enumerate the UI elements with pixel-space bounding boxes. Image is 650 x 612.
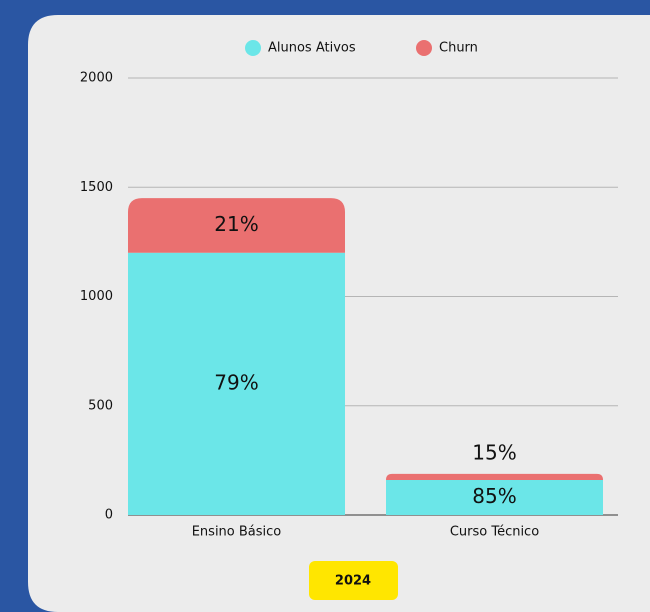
y-tick-label: 2000 xyxy=(80,71,113,86)
segment-label: 15% xyxy=(472,440,516,464)
bar-segment xyxy=(128,252,345,516)
chart-title: 2024 xyxy=(335,574,371,589)
legend-swatch xyxy=(416,40,432,56)
y-tick-label: 0 xyxy=(105,508,113,523)
legend-swatch xyxy=(245,40,261,56)
bar-segment xyxy=(128,198,345,253)
legend-label: Alunos Ativos xyxy=(268,41,356,56)
segment-label: 85% xyxy=(472,484,516,508)
x-tick-label: Curso Técnico xyxy=(450,525,539,540)
segment-label: 79% xyxy=(214,370,258,394)
legend-label: Churn xyxy=(439,41,478,56)
title-badge xyxy=(309,561,398,600)
y-tick-label: 1500 xyxy=(80,180,113,195)
y-tick-label: 1000 xyxy=(80,289,113,304)
segment-label: 21% xyxy=(214,212,258,236)
y-tick-label: 500 xyxy=(88,398,113,413)
bar-segment xyxy=(386,480,603,515)
x-tick-label: Ensino Básico xyxy=(192,525,282,540)
bar-segment xyxy=(386,473,603,481)
